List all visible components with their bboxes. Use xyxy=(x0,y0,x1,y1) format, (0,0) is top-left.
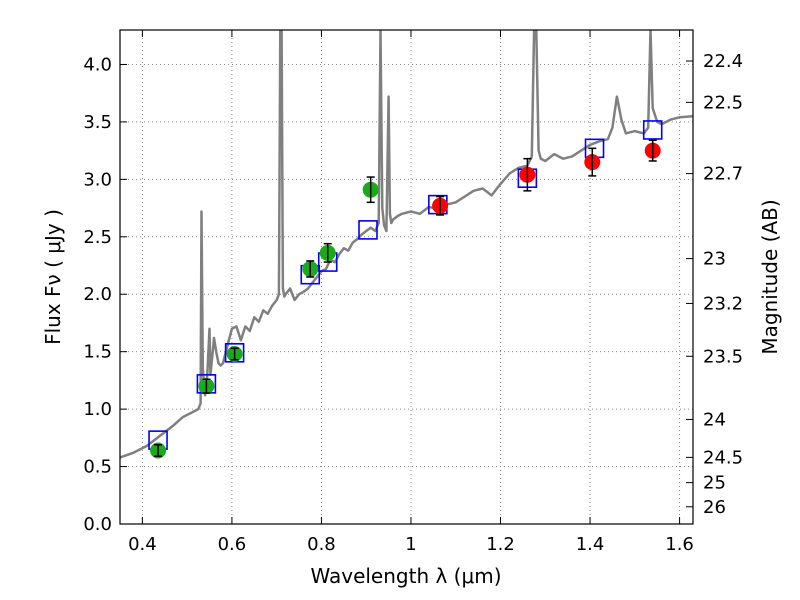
mag-tick-label: 23.5 xyxy=(703,346,743,367)
y-tick-label: 1.0 xyxy=(83,399,112,420)
y-tick-label: 2.0 xyxy=(83,284,112,305)
mag-tick-label: 26 xyxy=(703,497,726,518)
mag-tick-label: 22.7 xyxy=(703,164,743,185)
data-layer xyxy=(120,30,693,459)
y-tick-label: 0.5 xyxy=(83,457,112,478)
y-tick-label: 3.5 xyxy=(83,112,112,133)
mag-tick-label: 22.4 xyxy=(703,51,743,72)
x-tick-label: 0.6 xyxy=(218,534,247,555)
y2-axis-label: Magnitude (AB) xyxy=(758,199,782,354)
x-tick-label: 0.8 xyxy=(307,534,336,555)
mag-tick-label: 24.5 xyxy=(703,447,743,468)
mag-tick-label: 25 xyxy=(703,473,726,494)
y-tick-label: 4.0 xyxy=(83,54,112,75)
tick-labels: 0.4 0.6 0.8 1 1.2 1.4 1.6 0.0 0.5 1.0 1.5 2.0 2.5 3.0… xyxy=(83,51,743,555)
y-tick-label: 3.0 xyxy=(83,169,112,190)
x-tick-label: 1.6 xyxy=(665,534,694,555)
mag-tick-label: 23.2 xyxy=(703,293,743,314)
y-tick-label: 2.5 xyxy=(83,227,112,248)
mag-tick-label: 24 xyxy=(703,409,726,430)
y-tick-label: 1.5 xyxy=(83,342,112,363)
x-tick-label: 1.2 xyxy=(486,534,515,555)
x-axis-label: Wavelength λ (μm) xyxy=(310,564,501,588)
plot-background xyxy=(120,30,693,524)
y-axis-label: Flux Fν ( μJy ) xyxy=(41,209,65,345)
ticks xyxy=(120,30,693,525)
y-tick-label: 0.0 xyxy=(83,514,112,535)
model-flux-square xyxy=(642,120,663,140)
x-tick-label: 0.4 xyxy=(128,534,157,555)
x-tick-label: 1 xyxy=(405,534,416,555)
plot-frame xyxy=(119,29,694,525)
mag-tick-label: 23 xyxy=(703,249,726,270)
model-flux-square xyxy=(358,220,378,240)
mag-tick-label: 22.5 xyxy=(703,92,743,113)
x-tick-label: 1.4 xyxy=(576,534,605,555)
